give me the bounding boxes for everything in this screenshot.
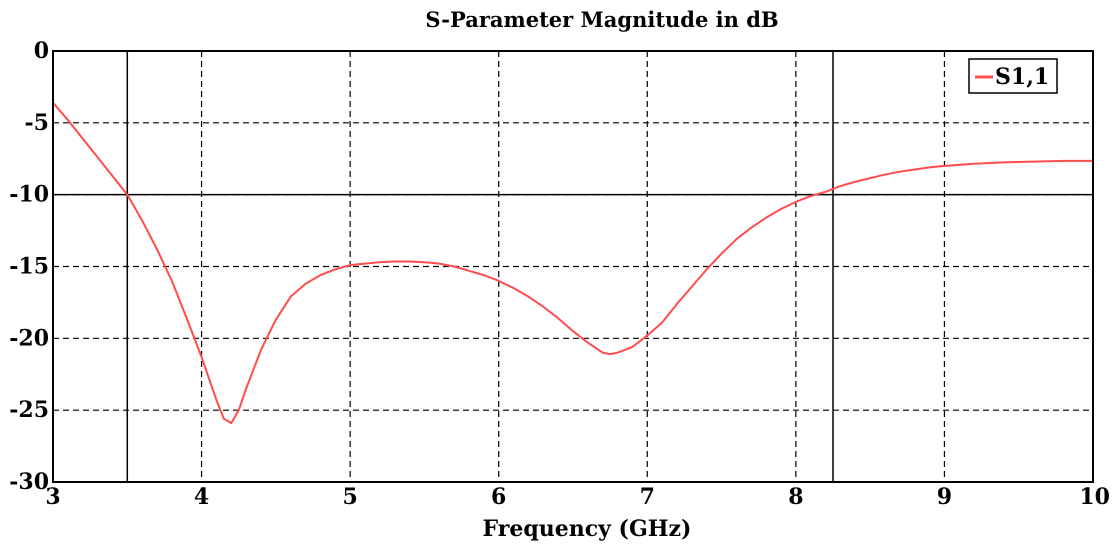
x-tick-label: 5 bbox=[342, 484, 357, 510]
y-tick-labels: 0 -5 -10 -15 -20 -25 -30 bbox=[9, 38, 49, 495]
y-tick-label: -10 bbox=[9, 182, 49, 208]
grid-lines bbox=[53, 51, 1093, 482]
x-tick-label: 3 bbox=[45, 484, 60, 510]
y-tick-label: -20 bbox=[9, 325, 49, 351]
x-tick-label: 7 bbox=[640, 484, 655, 510]
x-tick-label: 6 bbox=[491, 484, 506, 510]
legend: S1,1 bbox=[968, 58, 1058, 94]
y-tick-label: -5 bbox=[25, 110, 49, 136]
y-tick-label: -30 bbox=[9, 469, 49, 495]
x-tick-label: 8 bbox=[788, 484, 803, 510]
y-tick-label: -15 bbox=[9, 254, 49, 280]
legend-label: S1,1 bbox=[995, 64, 1049, 90]
x-axis-label: Frequency (GHz) bbox=[483, 516, 692, 542]
reference-lines bbox=[53, 51, 1093, 482]
series-line-s11 bbox=[52, 102, 1093, 425]
plot-frame bbox=[52, 50, 1094, 483]
x-tick-labels: 3 4 5 6 7 8 9 10 bbox=[45, 484, 1110, 510]
chart-title: S-Parameter Magnitude in dB bbox=[425, 7, 778, 32]
y-tick-label: -25 bbox=[9, 397, 49, 423]
series-layer bbox=[52, 102, 1093, 425]
x-tick-label: 4 bbox=[194, 484, 209, 510]
x-tick-label: 10 bbox=[1079, 484, 1110, 510]
y-tick-label: 0 bbox=[34, 38, 49, 64]
x-tick-label: 9 bbox=[937, 484, 952, 510]
